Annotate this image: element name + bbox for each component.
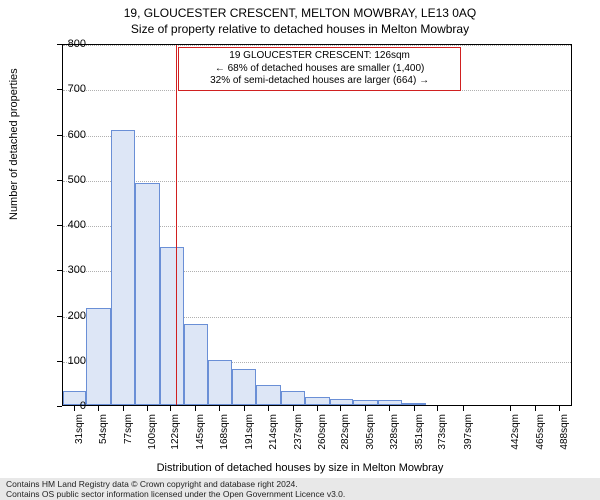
x-tick-label: 397sqm (463, 414, 474, 454)
x-tick-mark (340, 406, 341, 411)
gridline-h (63, 181, 571, 182)
x-tick-mark (365, 406, 366, 411)
y-tick-label: 400 (42, 219, 86, 231)
x-tick-label: 214sqm (268, 414, 279, 454)
y-tick-mark (57, 135, 62, 136)
x-tick-mark (98, 406, 99, 411)
x-tick-mark (463, 406, 464, 411)
x-tick-mark (510, 406, 511, 411)
y-tick-label: 600 (42, 129, 86, 141)
y-tick-mark (57, 406, 62, 407)
annotation-line-2: ← 68% of detached houses are smaller (1,… (183, 63, 457, 76)
gridline-h (63, 136, 571, 137)
plot-area: 19 GLOUCESTER CRESCENT: 126sqm← 68% of d… (62, 44, 572, 406)
y-tick-mark (57, 44, 62, 45)
x-tick-mark (414, 406, 415, 411)
histogram-bar (208, 360, 232, 405)
histogram-bar (86, 308, 110, 405)
x-tick-mark (170, 406, 171, 411)
histogram-bar (135, 183, 159, 405)
histogram-bar (281, 391, 305, 405)
histogram-bar (330, 399, 353, 405)
x-tick-mark (123, 406, 124, 411)
histogram-bar (402, 403, 426, 405)
x-tick-label: 465sqm (535, 414, 546, 454)
histogram-bar (184, 324, 207, 405)
y-tick-mark (57, 316, 62, 317)
y-tick-label: 700 (42, 83, 86, 95)
x-tick-mark (244, 406, 245, 411)
y-tick-mark (57, 180, 62, 181)
x-tick-mark (317, 406, 318, 411)
footer-attribution: Contains HM Land Registry data © Crown c… (0, 478, 600, 500)
y-tick-mark (57, 270, 62, 271)
x-tick-mark (293, 406, 294, 411)
annotation-box: 19 GLOUCESTER CRESCENT: 126sqm← 68% of d… (178, 47, 462, 91)
y-tick-mark (57, 89, 62, 90)
y-tick-label: 500 (42, 174, 86, 186)
footer-line-1: Contains HM Land Registry data © Crown c… (6, 479, 594, 489)
x-tick-label: 237sqm (293, 414, 304, 454)
chart-title-sub: Size of property relative to detached ho… (0, 20, 600, 36)
x-tick-label: 373sqm (437, 414, 448, 454)
x-tick-mark (268, 406, 269, 411)
x-tick-label: 488sqm (559, 414, 570, 454)
x-tick-label: 351sqm (414, 414, 425, 454)
x-tick-mark (535, 406, 536, 411)
y-tick-label: 800 (42, 38, 86, 50)
histogram-bar (111, 130, 135, 405)
chart-container: 19, GLOUCESTER CRESCENT, MELTON MOWBRAY,… (0, 0, 600, 500)
x-tick-mark (74, 406, 75, 411)
x-tick-mark (437, 406, 438, 411)
histogram-bar (256, 385, 280, 405)
chart-title-main: 19, GLOUCESTER CRESCENT, MELTON MOWBRAY,… (0, 0, 600, 20)
x-tick-label: 145sqm (195, 414, 206, 454)
x-tick-label: 54sqm (98, 414, 109, 454)
reference-line (176, 45, 177, 405)
y-axis-label: Number of detached properties (8, 68, 20, 220)
x-tick-mark (219, 406, 220, 411)
x-tick-label: 77sqm (123, 414, 134, 454)
y-tick-label: 0 (42, 400, 86, 412)
gridline-h (63, 45, 571, 46)
annotation-line-3: 32% of semi-detached houses are larger (… (183, 75, 457, 88)
x-tick-label: 168sqm (219, 414, 230, 454)
y-tick-label: 300 (42, 264, 86, 276)
x-tick-label: 328sqm (389, 414, 400, 454)
x-tick-mark (559, 406, 560, 411)
histogram-bar (160, 247, 184, 405)
x-tick-label: 100sqm (147, 414, 158, 454)
x-tick-label: 191sqm (244, 414, 255, 454)
x-tick-mark (195, 406, 196, 411)
y-tick-mark (57, 361, 62, 362)
x-tick-label: 122sqm (170, 414, 181, 454)
y-tick-label: 200 (42, 310, 86, 322)
histogram-bar (305, 397, 329, 405)
histogram-bar (378, 400, 402, 405)
histogram-bar (353, 400, 377, 405)
x-axis-label: Distribution of detached houses by size … (0, 462, 600, 474)
footer-line-2: Contains OS public sector information li… (6, 489, 594, 499)
x-tick-mark (147, 406, 148, 411)
histogram-bar (232, 369, 256, 405)
x-tick-label: 282sqm (340, 414, 351, 454)
annotation-line-1: 19 GLOUCESTER CRESCENT: 126sqm (183, 50, 457, 63)
x-tick-label: 31sqm (74, 414, 85, 454)
x-tick-mark (389, 406, 390, 411)
y-tick-mark (57, 225, 62, 226)
y-tick-label: 100 (42, 355, 86, 367)
x-tick-label: 442sqm (510, 414, 521, 454)
x-tick-label: 305sqm (365, 414, 376, 454)
x-tick-label: 260sqm (317, 414, 328, 454)
